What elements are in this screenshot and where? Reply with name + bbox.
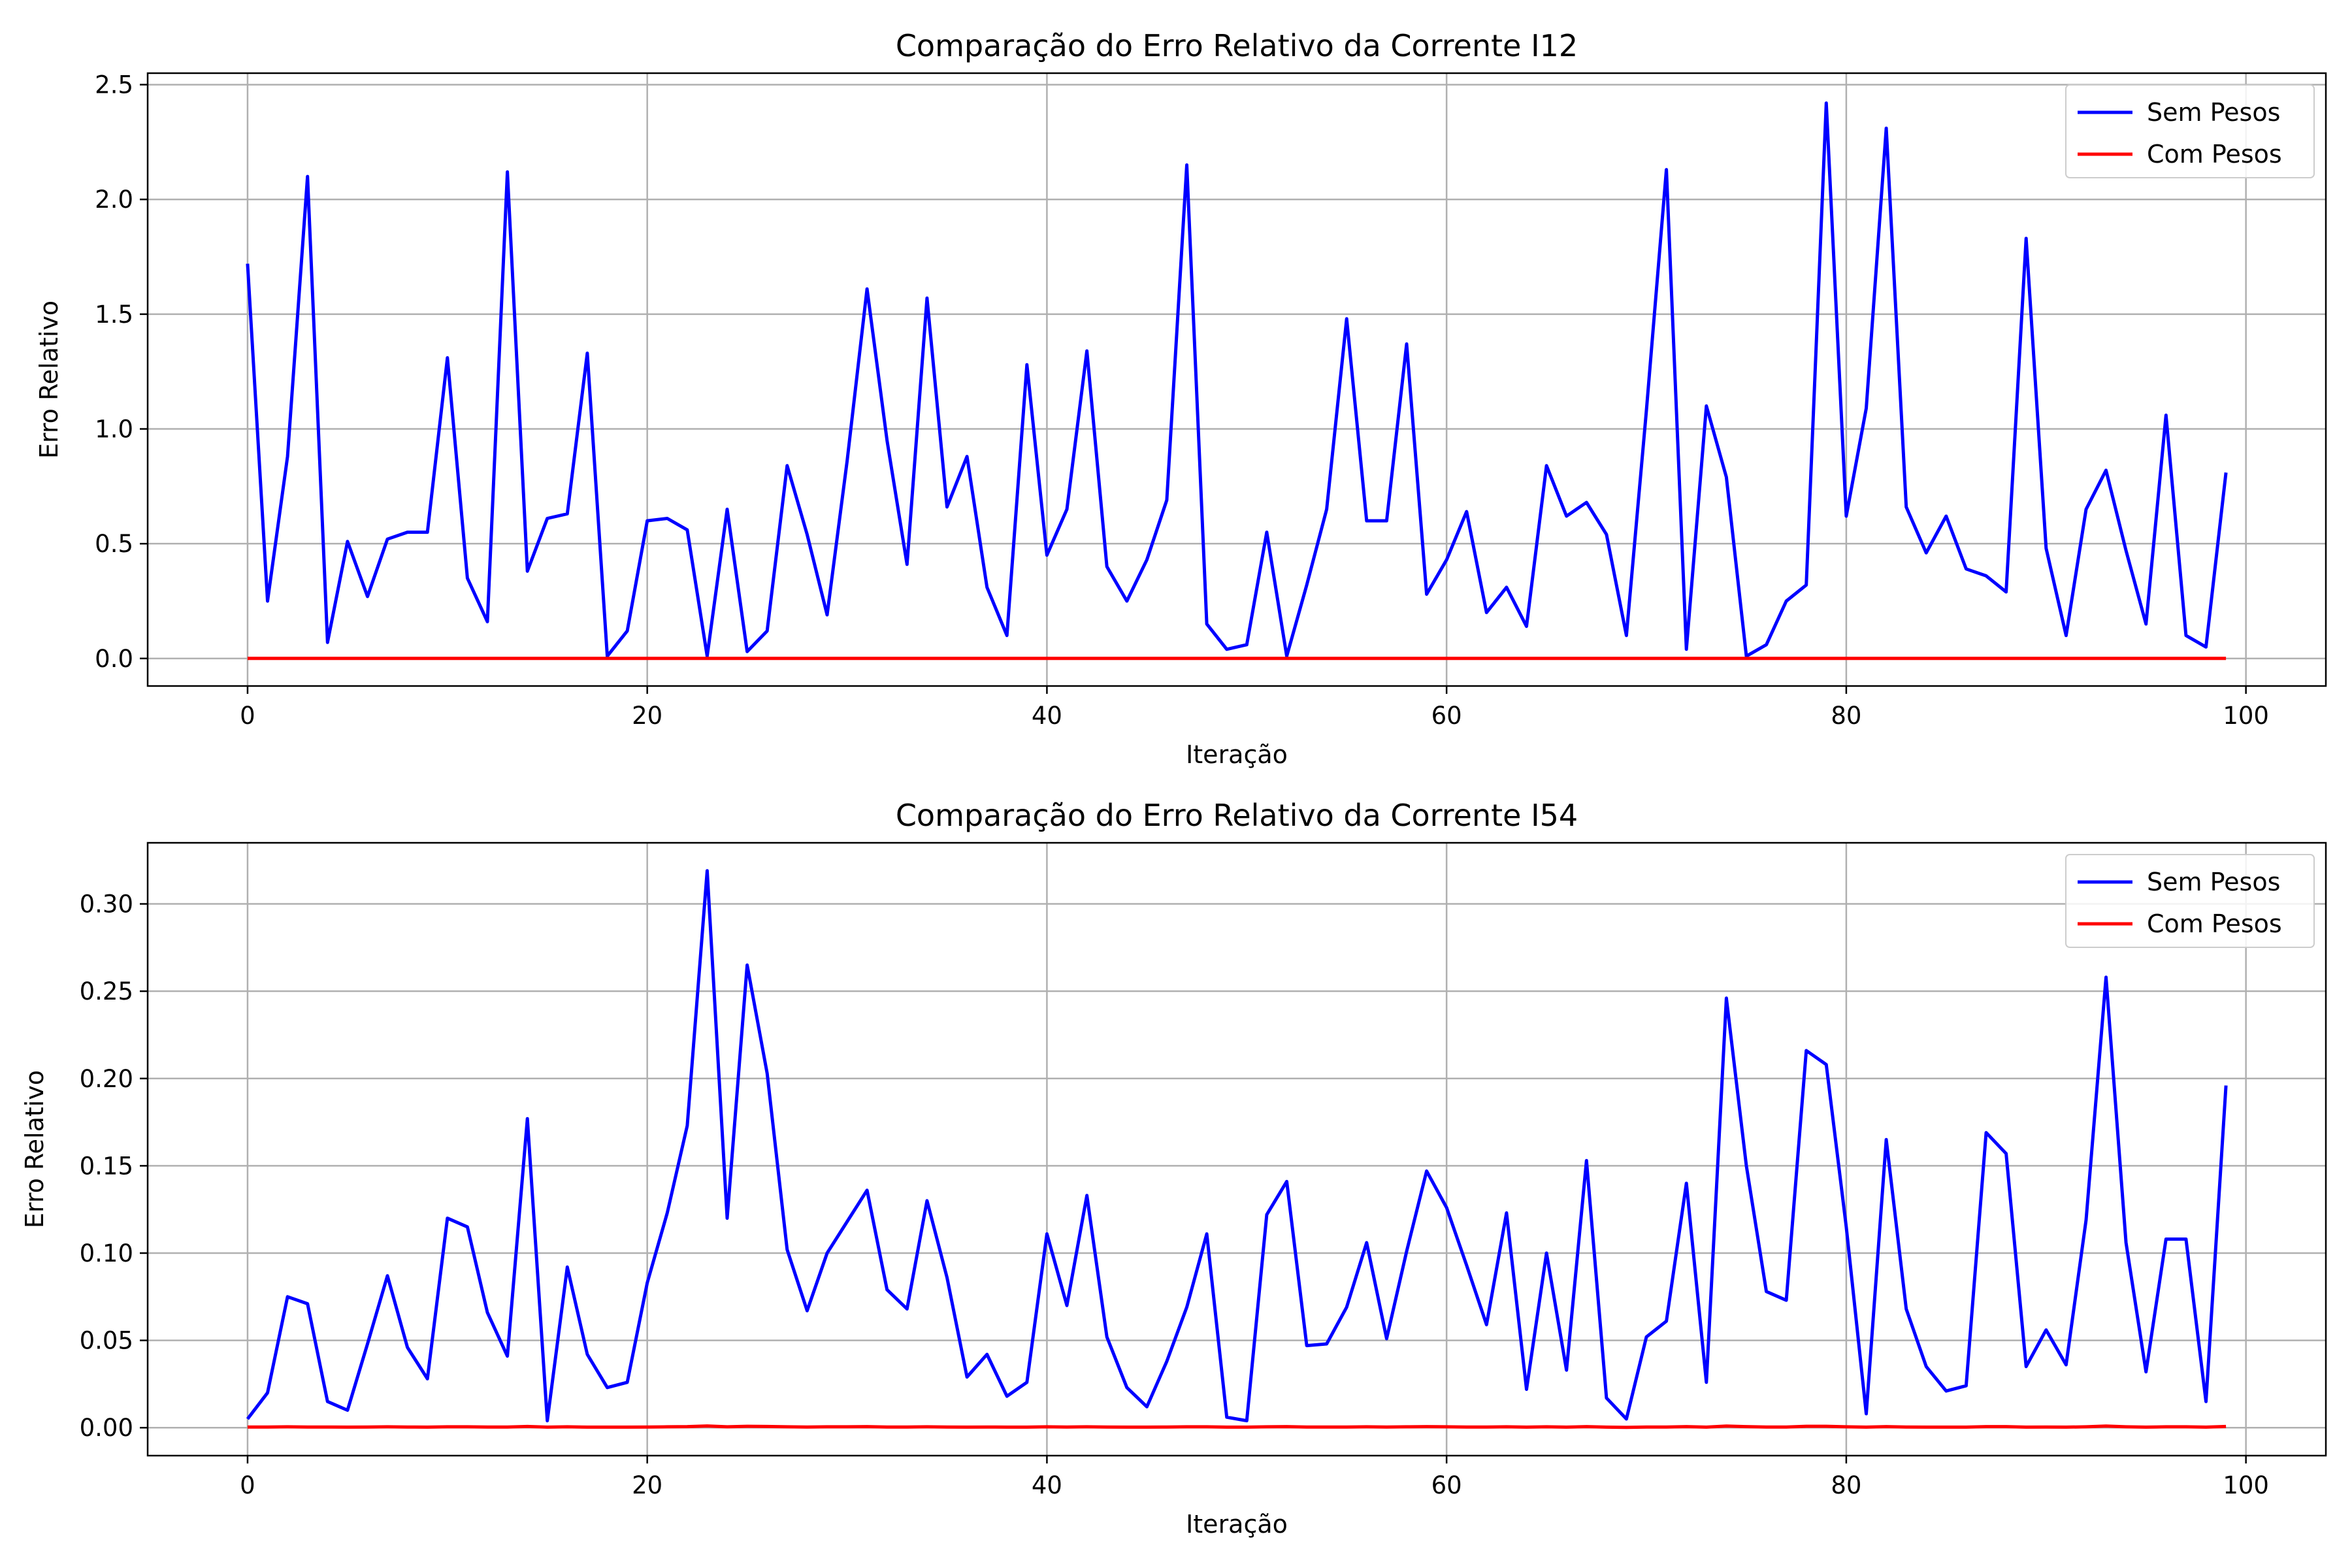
- chart-title: Comparação do Erro Relativo da Corrente …: [896, 798, 1578, 833]
- y-tick-label: 0.25: [80, 977, 133, 1005]
- x-tick-label: 40: [1032, 1471, 1062, 1499]
- x-tick-label: 60: [1431, 702, 1462, 730]
- x-tick-label: 100: [2223, 1471, 2269, 1499]
- x-tick-label: 100: [2223, 702, 2269, 730]
- x-axis-label: Iteração: [1186, 1510, 1288, 1539]
- legend-label-sem-pesos: Sem Pesos: [2147, 98, 2280, 127]
- plot-frame: [146, 841, 2327, 1457]
- plot-frame: [146, 72, 2327, 687]
- y-axis-label: Erro Relativo: [20, 1070, 49, 1228]
- axis-ticks: 0 20 40 60 80 100 0.00 0.05 0.10 0.15 0.20 0.25 0.30: [80, 890, 2269, 1499]
- x-tick-label: 60: [1431, 1471, 1462, 1499]
- y-tick-label: 0.15: [80, 1152, 133, 1180]
- x-tick-label: 80: [1831, 702, 1861, 730]
- series-line-com-pesos: [247, 1424, 2227, 1429]
- legend: Sem Pesos Com Pesos: [2065, 854, 2315, 948]
- x-tick-label: 40: [1032, 702, 1062, 730]
- y-tick-label: 0.20: [80, 1065, 133, 1093]
- series-line-sem-pesos: [246, 869, 2228, 1423]
- series-lines: [246, 869, 2228, 1429]
- x-axis-label: Iteração: [1186, 740, 1288, 769]
- series-lines: [246, 101, 2228, 661]
- y-tick-label: 0.0: [95, 645, 133, 673]
- y-tick-label: 2.5: [95, 71, 133, 99]
- legend-label-com-pesos: Com Pesos: [2147, 909, 2282, 938]
- chart-title: Comparação do Erro Relativo da Corrente …: [896, 28, 1578, 63]
- legend-label-sem-pesos: Sem Pesos: [2147, 868, 2280, 896]
- series-line-sem-pesos: [246, 101, 2228, 658]
- y-tick-label: 0.10: [80, 1239, 133, 1267]
- y-tick-label: 0.05: [80, 1327, 133, 1355]
- legend: Sem Pesos Com Pesos: [2065, 84, 2315, 178]
- axis-ticks: 0 20 40 60 80 100 0.0 0.5 1.0 1.5 2.0 2.5: [95, 71, 2269, 730]
- y-tick-label: 2.0: [95, 186, 133, 214]
- x-tick-label: 20: [632, 1471, 662, 1499]
- y-tick-label: 0.00: [80, 1414, 133, 1442]
- x-tick-label: 0: [240, 1471, 255, 1499]
- chart-i12: 0 20 40 60 80 100 0.0 0.5 1.0 1.5 2.0 2.5 Comparaçã…: [35, 28, 2327, 769]
- y-tick-label: 1.0: [95, 416, 133, 444]
- y-tick-label: 0.5: [95, 530, 133, 558]
- legend-label-com-pesos: Com Pesos: [2147, 140, 2282, 169]
- x-tick-label: 0: [240, 702, 255, 730]
- y-tick-label: 1.5: [95, 301, 133, 329]
- x-tick-label: 20: [632, 702, 662, 730]
- y-tick-label: 0.30: [80, 890, 133, 919]
- y-axis-label: Erro Relativo: [35, 301, 63, 459]
- x-tick-label: 80: [1831, 1471, 1861, 1499]
- chart-i54: 0 20 40 60 80 100 0.00 0.05 0.10 0.15 0.20 0.25 0.30…: [20, 798, 2327, 1539]
